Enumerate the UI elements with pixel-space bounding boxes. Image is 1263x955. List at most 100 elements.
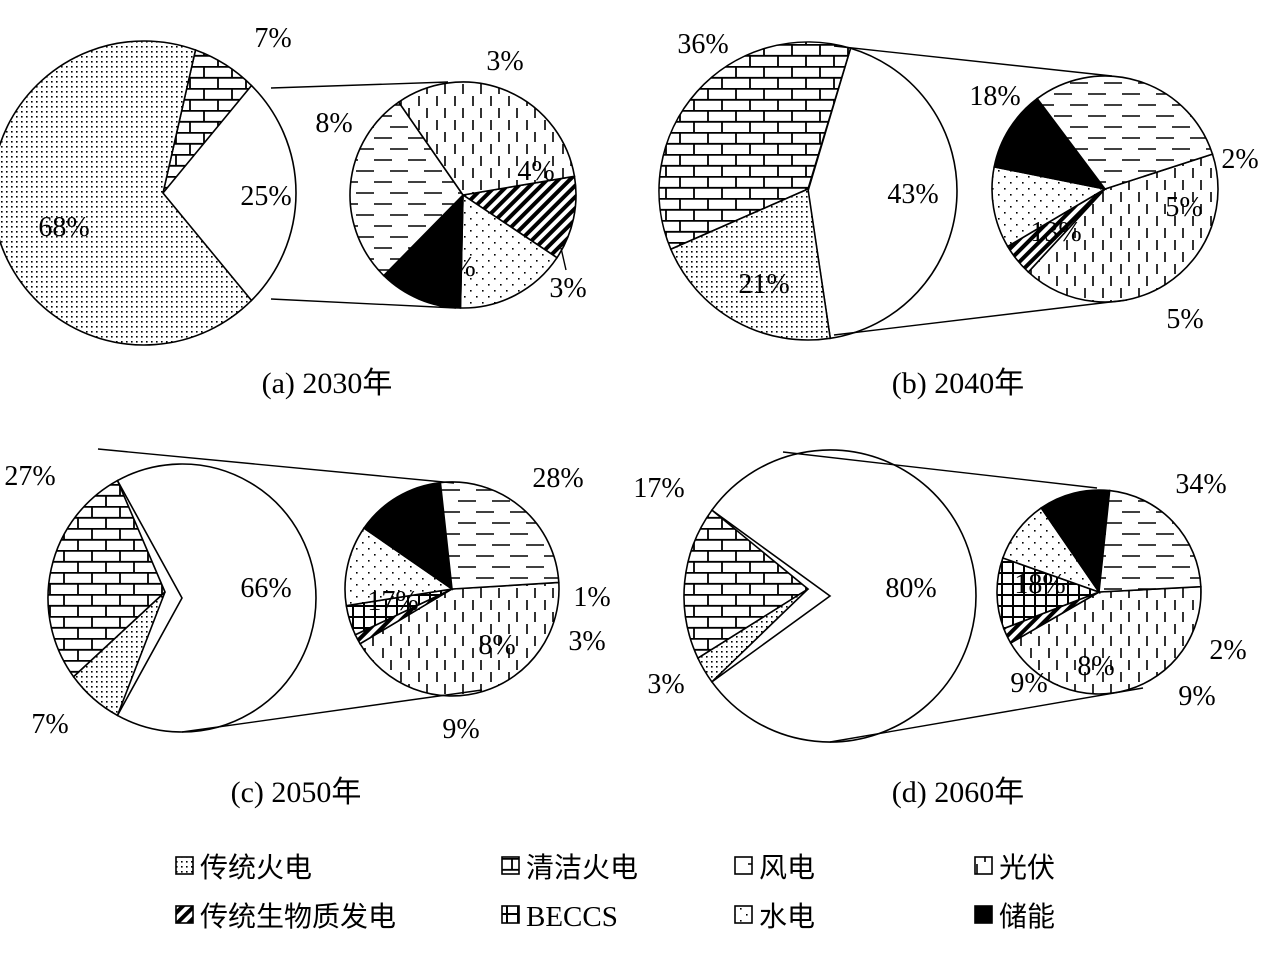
- detail-slice-label: 8%: [315, 108, 352, 139]
- legend-item-traditional-thermal: 传统火电: [175, 851, 312, 884]
- detail-slice-label: 7%: [438, 252, 475, 283]
- legend-label: 传统生物质发电: [200, 900, 396, 933]
- leader-line: [560, 247, 567, 271]
- detail-slice-label: 34%: [1175, 469, 1226, 500]
- legend-swatch: [974, 856, 993, 875]
- panel-caption: (d) 2060年: [892, 776, 1024, 809]
- main-slice-traditional-thermal: [669, 187, 832, 341]
- main-slice-label: 27%: [4, 461, 55, 492]
- main-slice-renewable: [807, 47, 958, 340]
- main-slice-label: 80%: [885, 573, 936, 604]
- detail-slice-hydro: [344, 527, 455, 607]
- legend-label: 光伏: [999, 851, 1055, 884]
- legend-item-beccs: BECCS: [501, 901, 618, 933]
- main-slice-renewable: [116, 463, 317, 733]
- legend-item-hydro: 水电: [734, 900, 815, 933]
- main-slice-label: 36%: [677, 29, 728, 60]
- detail-slice-pv: [358, 581, 560, 697]
- main-slice-renewable: [710, 449, 977, 743]
- detail-slice-label: 5%: [1165, 192, 1202, 223]
- detail-slice-label: 18%: [969, 81, 1020, 112]
- detail-slice-biomass: [460, 175, 577, 259]
- legend-label: 传统火电: [200, 851, 312, 884]
- detail-slice-label: 3%: [568, 626, 605, 657]
- main-slice-label: 43%: [887, 179, 938, 210]
- detail-slice-pv: [1009, 585, 1202, 695]
- legend-item-wind: 风电: [734, 851, 815, 884]
- detail-slice-label: 13%: [1030, 217, 1081, 248]
- legend-label: 储能: [999, 900, 1055, 933]
- detail-slice-label: 9%: [1178, 681, 1215, 712]
- detail-slice-label: 28%: [532, 463, 583, 494]
- legend-swatch: [175, 905, 194, 924]
- panel-caption: (b) 2040年: [892, 367, 1024, 400]
- main-slice-label: 7%: [31, 709, 68, 740]
- connector-line-bottom: [181, 689, 483, 733]
- detail-slice-wind: [439, 481, 560, 590]
- main-slice-label: 7%: [254, 23, 291, 54]
- connector-line-top: [833, 45, 1113, 77]
- main-slice-renewable: [142, 84, 297, 302]
- pie-panel-1: 68% 7% 25% 3% 4% 3% 7% 8% (a) 2030年: [0, 23, 587, 400]
- legend-swatch: [974, 905, 993, 924]
- main-slice-traditional-thermal: [0, 40, 253, 346]
- panel-caption: (a) 2030年: [262, 367, 393, 400]
- legend-item-biomass: 传统生物质发电: [175, 900, 396, 933]
- main-slice-label: 17%: [633, 473, 684, 504]
- main-slice-traditional-thermal: [696, 588, 809, 684]
- main-slice-label: 3%: [647, 669, 684, 700]
- pie-panel-3: 27% 66% 7% 28% 1% 3% 8% 9% 17% (c) 2050年: [4, 448, 611, 809]
- detail-slice-wind: [1036, 75, 1214, 190]
- detail-slice-label: 3%: [486, 46, 523, 77]
- main-slice-label: 68%: [38, 212, 89, 243]
- detail-slice-label: 2%: [1209, 635, 1246, 666]
- legend-label: 水电: [759, 900, 815, 933]
- legend-label: 风电: [759, 851, 815, 884]
- detail-slice-hydro: [991, 165, 1108, 248]
- detail-slice-label: 17%: [367, 586, 418, 617]
- main-slice-label: 66%: [240, 573, 291, 604]
- legend-item-storage: 储能: [974, 900, 1055, 933]
- legend-swatch: [501, 905, 520, 924]
- detail-slice-label: 8%: [478, 630, 515, 661]
- legend-swatch: [501, 856, 520, 875]
- detail-slice-storage: [382, 192, 464, 309]
- detail-slice-beccs: [996, 556, 1102, 630]
- legend-label: 清洁火电: [526, 851, 638, 884]
- legend-label: BECCS: [526, 901, 618, 933]
- legend-swatch: [175, 856, 194, 875]
- detail-slice-label: 5%: [1166, 304, 1203, 335]
- connector-line-bottom: [829, 687, 1144, 743]
- pie-panel-4: 17% 80% 3% 34% 2% 9% 8% 9% 18% (d) 2060年: [633, 449, 1247, 809]
- detail-slice-label: 4%: [517, 156, 554, 187]
- detail-slice-pv: [397, 81, 576, 196]
- detail-slice-hydro: [459, 193, 559, 309]
- detail-slice-storage: [362, 481, 453, 591]
- legend-swatch: [734, 856, 753, 875]
- detail-slice-storage: [993, 97, 1107, 191]
- pie-panel-2: 36% 43% 21% 18% 2% 5% 5% 13% (b) 2040年: [658, 29, 1259, 400]
- detail-slice-label: 8%: [1077, 651, 1114, 682]
- connector-line-top: [782, 451, 1098, 489]
- legend-item-pv: 光伏: [974, 851, 1055, 884]
- panel-caption: (c) 2050年: [231, 776, 362, 809]
- detail-slice-label: 3%: [549, 273, 586, 304]
- main-slice-traditional-thermal: [72, 591, 166, 717]
- legend-swatch: [734, 905, 753, 924]
- connector-line-top: [270, 81, 449, 89]
- detail-slice-label: 9%: [1010, 668, 1047, 699]
- connector-line-bottom: [833, 299, 1128, 336]
- main-slice-clean-thermal: [658, 41, 852, 251]
- detail-slice-storage: [1040, 489, 1111, 595]
- detail-slice-label: 18%: [1014, 569, 1065, 600]
- connector-line-bottom: [270, 298, 457, 309]
- detail-slice-label: 2%: [1221, 144, 1258, 175]
- detail-slice-wind: [349, 100, 465, 277]
- main-slice-clean-thermal: [683, 509, 810, 660]
- detail-slice-wind: [1098, 489, 1202, 593]
- legend-item-clean-thermal: 清洁火电: [501, 851, 638, 884]
- main-slice-label: 25%: [240, 181, 291, 212]
- main-slice-clean-thermal: [47, 479, 166, 678]
- connector-line-top: [97, 448, 455, 484]
